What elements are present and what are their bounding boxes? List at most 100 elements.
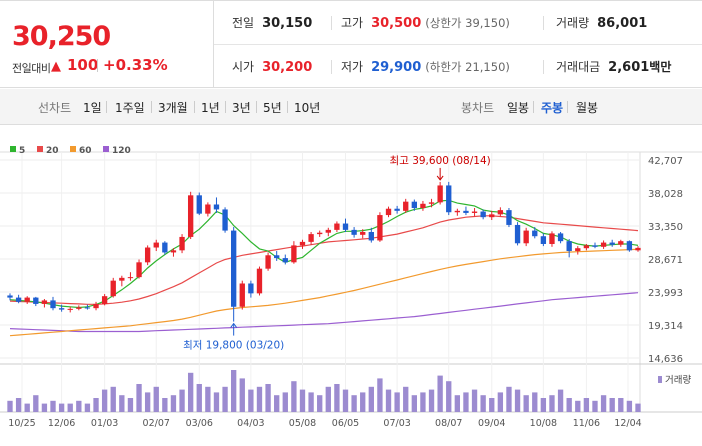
candle-body bbox=[609, 242, 615, 245]
tab-daily[interactable]: 일봉 bbox=[507, 101, 530, 115]
volume-bar bbox=[127, 398, 134, 412]
candle-body bbox=[93, 303, 99, 309]
tab-monthly[interactable]: 월봉 bbox=[576, 101, 599, 115]
volume-bar bbox=[248, 389, 254, 412]
tab-weekly[interactable]: 주봉 bbox=[541, 101, 564, 115]
candle-body bbox=[256, 268, 263, 294]
candle-body bbox=[557, 233, 564, 242]
volume-bar bbox=[532, 392, 538, 412]
amount-label: 거래대금 bbox=[556, 60, 601, 74]
x-tick-label: 03/06 bbox=[186, 418, 213, 429]
divider bbox=[225, 101, 226, 113]
candle-body bbox=[618, 241, 624, 245]
candle-body bbox=[58, 308, 65, 310]
x-tick-label: 06/05 bbox=[332, 418, 359, 429]
volume-bar bbox=[360, 392, 366, 412]
tab-1week[interactable]: 1주일 bbox=[115, 101, 145, 115]
open-value: 30,200 bbox=[262, 60, 313, 75]
divider bbox=[543, 16, 544, 30]
current-price: 30,250 bbox=[12, 21, 111, 52]
divider bbox=[106, 101, 107, 113]
candle-body bbox=[317, 232, 323, 235]
amount-value: 2,601 bbox=[608, 60, 650, 75]
volume-bar bbox=[136, 384, 142, 412]
tab-10years[interactable]: 10년 bbox=[294, 101, 321, 115]
candle-body bbox=[394, 208, 400, 211]
up-arrow-icon: ▲ bbox=[51, 59, 61, 74]
volume-bar bbox=[7, 400, 13, 412]
tab-5years[interactable]: 5년 bbox=[263, 101, 282, 115]
candle-body bbox=[15, 297, 22, 302]
candle-body bbox=[187, 195, 194, 237]
tab-1day[interactable]: 1일 bbox=[83, 101, 102, 115]
candle-body bbox=[213, 204, 220, 210]
down-arrow-icon bbox=[436, 175, 444, 181]
x-tick-label: 08/07 bbox=[435, 418, 462, 429]
tab-3months[interactable]: 3개월 bbox=[158, 101, 188, 115]
tab-3years[interactable]: 3년 bbox=[232, 101, 251, 115]
candle-body bbox=[403, 201, 409, 211]
candle-body bbox=[446, 185, 452, 213]
volume-bar bbox=[454, 395, 461, 412]
volume-bar bbox=[187, 372, 194, 412]
candle-body bbox=[411, 201, 417, 209]
candle-body bbox=[67, 308, 73, 310]
candle-body bbox=[231, 230, 237, 307]
candle-body bbox=[454, 210, 461, 213]
candle-body bbox=[420, 203, 426, 209]
volume-bar bbox=[437, 375, 443, 412]
prev-close-label: 전일 bbox=[232, 16, 255, 30]
candle-body bbox=[385, 208, 392, 216]
x-tick-label: 05/08 bbox=[289, 418, 316, 429]
diff-value: 100 bbox=[67, 56, 99, 74]
legend-swatch bbox=[103, 146, 109, 152]
volume-bar bbox=[299, 389, 306, 412]
candle-body bbox=[222, 209, 228, 231]
candle-body bbox=[360, 231, 366, 235]
prev-close-value: 30,150 bbox=[262, 16, 313, 31]
volume-bar bbox=[334, 384, 340, 412]
candle-body bbox=[575, 248, 581, 252]
x-tick-label: 02/07 bbox=[143, 418, 170, 429]
divider bbox=[543, 60, 544, 74]
candlestick-chart: 42,707 38,028 33,350 28,671 23,993 19,314 14,6… bbox=[0, 146, 702, 429]
volume-bar bbox=[76, 400, 82, 412]
diff-percent: +0.33% bbox=[103, 56, 168, 74]
volume-bar bbox=[325, 386, 331, 412]
candle-body bbox=[205, 204, 211, 214]
divider bbox=[287, 101, 288, 113]
volume-bar bbox=[84, 403, 91, 412]
divider bbox=[567, 101, 568, 113]
candle-body bbox=[566, 241, 572, 252]
candle-body bbox=[282, 258, 288, 263]
volume-bar bbox=[205, 386, 211, 412]
volume-bar bbox=[67, 403, 73, 412]
volume-bar bbox=[549, 395, 555, 412]
legend-swatch bbox=[10, 146, 16, 152]
line-chart-title: 선차트 bbox=[38, 101, 72, 115]
x-tick-label: 12/06 bbox=[48, 418, 75, 429]
candle-body bbox=[7, 295, 13, 298]
lower-limit: (하한가 21,150) bbox=[425, 60, 510, 74]
legend-swatch bbox=[37, 146, 43, 152]
candle-body bbox=[291, 245, 297, 263]
volume-bar bbox=[463, 392, 469, 412]
candle-body bbox=[635, 247, 641, 251]
volume-bar bbox=[514, 389, 521, 412]
candle-body bbox=[110, 280, 116, 297]
candle-body bbox=[626, 241, 633, 251]
legend-label: 120 bbox=[112, 146, 131, 156]
divider bbox=[151, 101, 152, 113]
volume-bar bbox=[592, 400, 598, 412]
tab-1year[interactable]: 1년 bbox=[201, 101, 220, 115]
divider bbox=[97, 59, 98, 72]
volume-bar bbox=[411, 395, 417, 412]
candle-body bbox=[523, 230, 529, 244]
volume-legend-swatch bbox=[658, 376, 662, 383]
volume-bar bbox=[179, 389, 185, 412]
candle-body bbox=[136, 262, 142, 278]
diff-label: 전일대비 bbox=[12, 62, 51, 75]
volume-bar bbox=[58, 403, 65, 412]
x-tick-label: 01/03 bbox=[91, 418, 118, 429]
high-value: 30,500 bbox=[371, 16, 422, 31]
